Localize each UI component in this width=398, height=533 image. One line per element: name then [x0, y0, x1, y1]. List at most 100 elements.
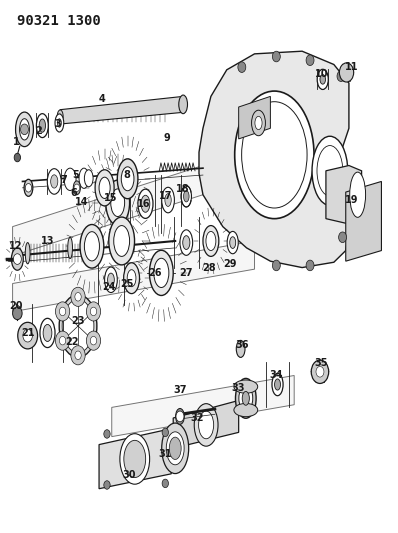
Text: 8: 8	[123, 170, 130, 180]
Text: 27: 27	[179, 268, 193, 278]
Polygon shape	[60, 96, 183, 124]
Circle shape	[86, 331, 101, 350]
Ellipse shape	[16, 112, 33, 147]
Ellipse shape	[12, 248, 23, 270]
Polygon shape	[99, 429, 171, 489]
Text: 90321 1300: 90321 1300	[17, 14, 100, 28]
Circle shape	[90, 336, 97, 345]
Ellipse shape	[84, 232, 100, 261]
Polygon shape	[326, 165, 362, 224]
Ellipse shape	[20, 119, 29, 140]
Text: 15: 15	[104, 193, 118, 204]
Ellipse shape	[59, 295, 97, 358]
Text: 25: 25	[120, 279, 134, 288]
Ellipse shape	[43, 325, 52, 342]
Ellipse shape	[111, 189, 125, 216]
Ellipse shape	[51, 175, 58, 188]
Ellipse shape	[64, 168, 76, 190]
Circle shape	[162, 428, 168, 437]
Circle shape	[55, 302, 70, 321]
Polygon shape	[346, 181, 381, 261]
Text: 33: 33	[231, 383, 245, 393]
Text: 36: 36	[235, 340, 249, 350]
Circle shape	[75, 351, 81, 360]
Ellipse shape	[206, 231, 216, 251]
Circle shape	[23, 329, 32, 342]
Circle shape	[339, 232, 347, 243]
Ellipse shape	[275, 379, 281, 390]
Circle shape	[162, 479, 168, 488]
Circle shape	[104, 430, 110, 438]
Text: 17: 17	[158, 191, 172, 201]
Ellipse shape	[235, 91, 314, 219]
Ellipse shape	[165, 193, 171, 206]
Ellipse shape	[124, 263, 140, 294]
Circle shape	[74, 184, 80, 191]
Circle shape	[311, 360, 329, 383]
Ellipse shape	[149, 251, 173, 295]
Ellipse shape	[166, 432, 184, 465]
Circle shape	[75, 293, 81, 301]
Text: 21: 21	[21, 328, 34, 338]
Circle shape	[176, 411, 184, 422]
Ellipse shape	[312, 136, 348, 205]
Ellipse shape	[194, 403, 218, 446]
Ellipse shape	[230, 237, 236, 248]
Ellipse shape	[141, 195, 150, 212]
Circle shape	[71, 287, 85, 306]
Circle shape	[306, 55, 314, 66]
Circle shape	[104, 481, 110, 489]
Text: 14: 14	[75, 197, 89, 207]
Ellipse shape	[79, 168, 89, 188]
Ellipse shape	[236, 378, 256, 418]
Text: 16: 16	[137, 199, 150, 209]
Ellipse shape	[183, 191, 189, 202]
Text: 6: 6	[71, 188, 78, 198]
Circle shape	[306, 260, 314, 271]
Text: 34: 34	[269, 370, 283, 381]
Ellipse shape	[127, 270, 136, 287]
Ellipse shape	[55, 114, 64, 132]
Text: 30: 30	[123, 470, 137, 480]
Ellipse shape	[234, 380, 258, 393]
Text: 7: 7	[60, 175, 67, 185]
Text: 11: 11	[345, 62, 359, 72]
Ellipse shape	[62, 300, 94, 353]
Ellipse shape	[169, 437, 181, 459]
Circle shape	[238, 62, 246, 72]
Circle shape	[272, 260, 280, 271]
Ellipse shape	[114, 225, 130, 256]
Ellipse shape	[179, 95, 187, 114]
Ellipse shape	[320, 75, 326, 84]
Ellipse shape	[40, 318, 55, 348]
Ellipse shape	[99, 177, 110, 198]
Text: 37: 37	[173, 385, 187, 395]
Text: 24: 24	[102, 282, 115, 292]
Ellipse shape	[183, 236, 190, 249]
Ellipse shape	[154, 259, 169, 287]
Circle shape	[59, 307, 66, 316]
Ellipse shape	[162, 423, 189, 473]
Text: 32: 32	[190, 413, 204, 423]
Text: 31: 31	[158, 449, 172, 458]
Ellipse shape	[36, 114, 48, 138]
Polygon shape	[239, 96, 270, 139]
Circle shape	[25, 183, 31, 192]
Ellipse shape	[68, 237, 72, 259]
Polygon shape	[13, 165, 203, 256]
Text: 3: 3	[55, 119, 62, 129]
Ellipse shape	[236, 341, 245, 358]
Ellipse shape	[138, 189, 153, 219]
Ellipse shape	[117, 159, 138, 199]
Ellipse shape	[176, 408, 184, 424]
Polygon shape	[112, 375, 294, 437]
Ellipse shape	[47, 168, 61, 194]
Circle shape	[14, 254, 21, 264]
Ellipse shape	[252, 110, 265, 136]
Circle shape	[272, 51, 280, 62]
Text: 10: 10	[315, 69, 329, 79]
Text: 26: 26	[148, 268, 161, 278]
Ellipse shape	[181, 185, 191, 207]
Circle shape	[13, 307, 22, 320]
Ellipse shape	[162, 187, 174, 213]
